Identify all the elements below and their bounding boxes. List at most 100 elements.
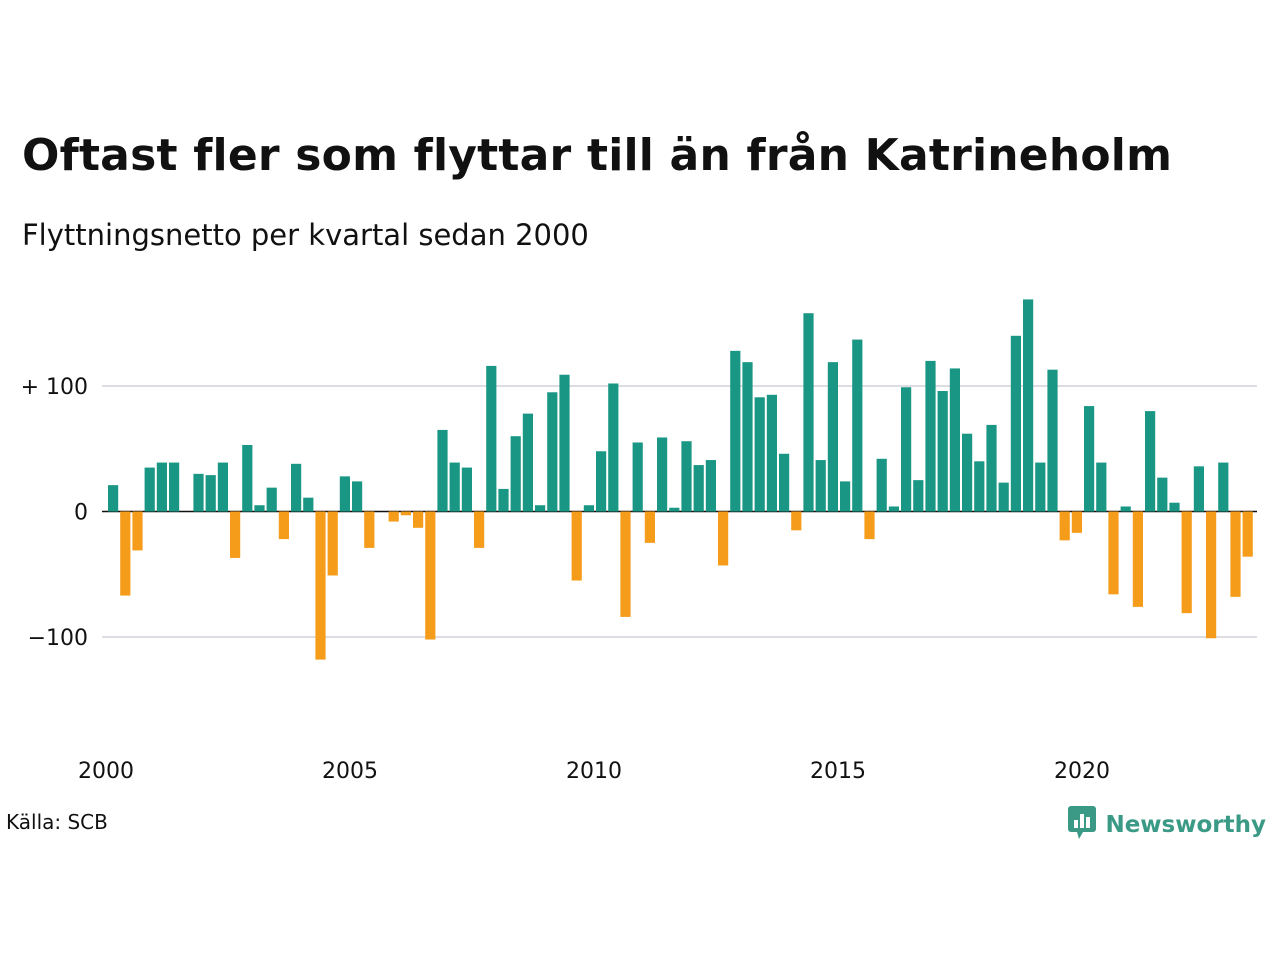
bar bbox=[1242, 511, 1253, 557]
bar bbox=[254, 505, 265, 512]
bar bbox=[1059, 511, 1070, 541]
bar bbox=[1145, 411, 1156, 512]
grid-lines bbox=[102, 385, 1257, 638]
bar bbox=[803, 313, 814, 512]
bar bbox=[730, 350, 741, 512]
bar bbox=[547, 392, 558, 512]
bar bbox=[303, 497, 314, 512]
bar bbox=[1206, 511, 1217, 639]
bar bbox=[754, 397, 765, 512]
bar bbox=[1157, 477, 1168, 512]
bar bbox=[339, 476, 350, 512]
bar bbox=[388, 511, 399, 522]
bar bbox=[474, 511, 485, 548]
bar bbox=[608, 383, 619, 512]
bar bbox=[1047, 369, 1058, 512]
bar bbox=[315, 511, 326, 660]
bar bbox=[864, 511, 875, 540]
bar bbox=[108, 485, 119, 512]
bar bbox=[974, 461, 985, 512]
x-tick-label: 2000 bbox=[78, 759, 134, 784]
x-tick-label: 2020 bbox=[1054, 759, 1110, 784]
bar bbox=[657, 437, 668, 512]
bar bbox=[1071, 511, 1082, 533]
source-note: Källa: SCB bbox=[6, 810, 108, 834]
bar bbox=[413, 511, 424, 528]
bar bbox=[352, 481, 363, 512]
brand-name: Newsworthy bbox=[1105, 812, 1266, 838]
bar bbox=[644, 511, 655, 543]
bar bbox=[1193, 466, 1204, 512]
bar bbox=[559, 374, 570, 512]
bar bbox=[461, 467, 472, 512]
bar bbox=[1023, 299, 1034, 512]
axis-labels: + 100 0 −100 2000 2005 2010 2015 2020 bbox=[21, 375, 1110, 784]
bar bbox=[437, 429, 448, 512]
bar bbox=[949, 368, 960, 512]
bar bbox=[1120, 506, 1131, 512]
bar bbox=[876, 458, 887, 512]
bar bbox=[913, 480, 924, 512]
bar bbox=[486, 365, 497, 512]
bar bbox=[596, 451, 607, 512]
bar bbox=[986, 424, 997, 512]
y-tick-label: −100 bbox=[28, 626, 88, 651]
bar bbox=[1218, 462, 1229, 512]
bar bbox=[620, 511, 631, 617]
bar bbox=[364, 511, 375, 548]
bar bbox=[669, 507, 680, 512]
bar bbox=[1181, 511, 1192, 614]
x-tick-label: 2005 bbox=[322, 759, 378, 784]
bar bbox=[1108, 511, 1119, 595]
bar bbox=[169, 462, 180, 512]
bar bbox=[1084, 406, 1095, 512]
y-tick-label: 0 bbox=[74, 501, 88, 526]
bar bbox=[510, 436, 521, 512]
bar bbox=[205, 475, 216, 512]
bar bbox=[815, 460, 826, 512]
bar bbox=[132, 511, 143, 551]
bar bbox=[278, 511, 289, 540]
y-tick-label: + 100 bbox=[21, 375, 88, 400]
bar bbox=[400, 511, 411, 516]
bar bbox=[1035, 462, 1046, 512]
bar bbox=[779, 453, 790, 512]
bar bbox=[1169, 502, 1180, 512]
x-tick-label: 2015 bbox=[810, 759, 866, 784]
bar bbox=[632, 442, 643, 512]
bar bbox=[571, 511, 582, 581]
bar bbox=[291, 463, 302, 512]
bar bbox=[742, 362, 753, 512]
chart-title: Oftast fler som flyttar till än från Kat… bbox=[22, 130, 1173, 181]
brand-logo[interactable]: Newsworthy bbox=[1067, 805, 1266, 845]
bar bbox=[1230, 511, 1241, 597]
bar bbox=[1010, 335, 1021, 512]
bar bbox=[193, 473, 204, 512]
bar bbox=[144, 467, 155, 512]
bar bbox=[681, 441, 692, 512]
bar bbox=[230, 511, 241, 558]
bar bbox=[120, 511, 131, 596]
bar bbox=[925, 360, 936, 512]
bar bbox=[962, 433, 973, 512]
bar bbox=[901, 387, 912, 512]
chart-subtitle: Flyttningsnetto per kvartal sedan 2000 bbox=[22, 218, 589, 252]
bar bbox=[937, 391, 948, 512]
bar bbox=[766, 394, 777, 512]
bar bbox=[718, 511, 729, 566]
bar-chart-chat-icon bbox=[1067, 805, 1097, 845]
bar bbox=[705, 460, 716, 512]
bar bbox=[535, 505, 546, 512]
bar bbox=[693, 465, 704, 512]
x-tick-label: 2010 bbox=[566, 759, 622, 784]
bars bbox=[108, 299, 1253, 660]
bar bbox=[1132, 511, 1143, 607]
bar bbox=[888, 506, 899, 512]
bar bbox=[1096, 462, 1107, 512]
bar bbox=[522, 413, 533, 512]
bar bbox=[327, 511, 338, 576]
bar bbox=[156, 462, 167, 512]
bar bbox=[852, 339, 863, 512]
bar bbox=[791, 511, 802, 531]
